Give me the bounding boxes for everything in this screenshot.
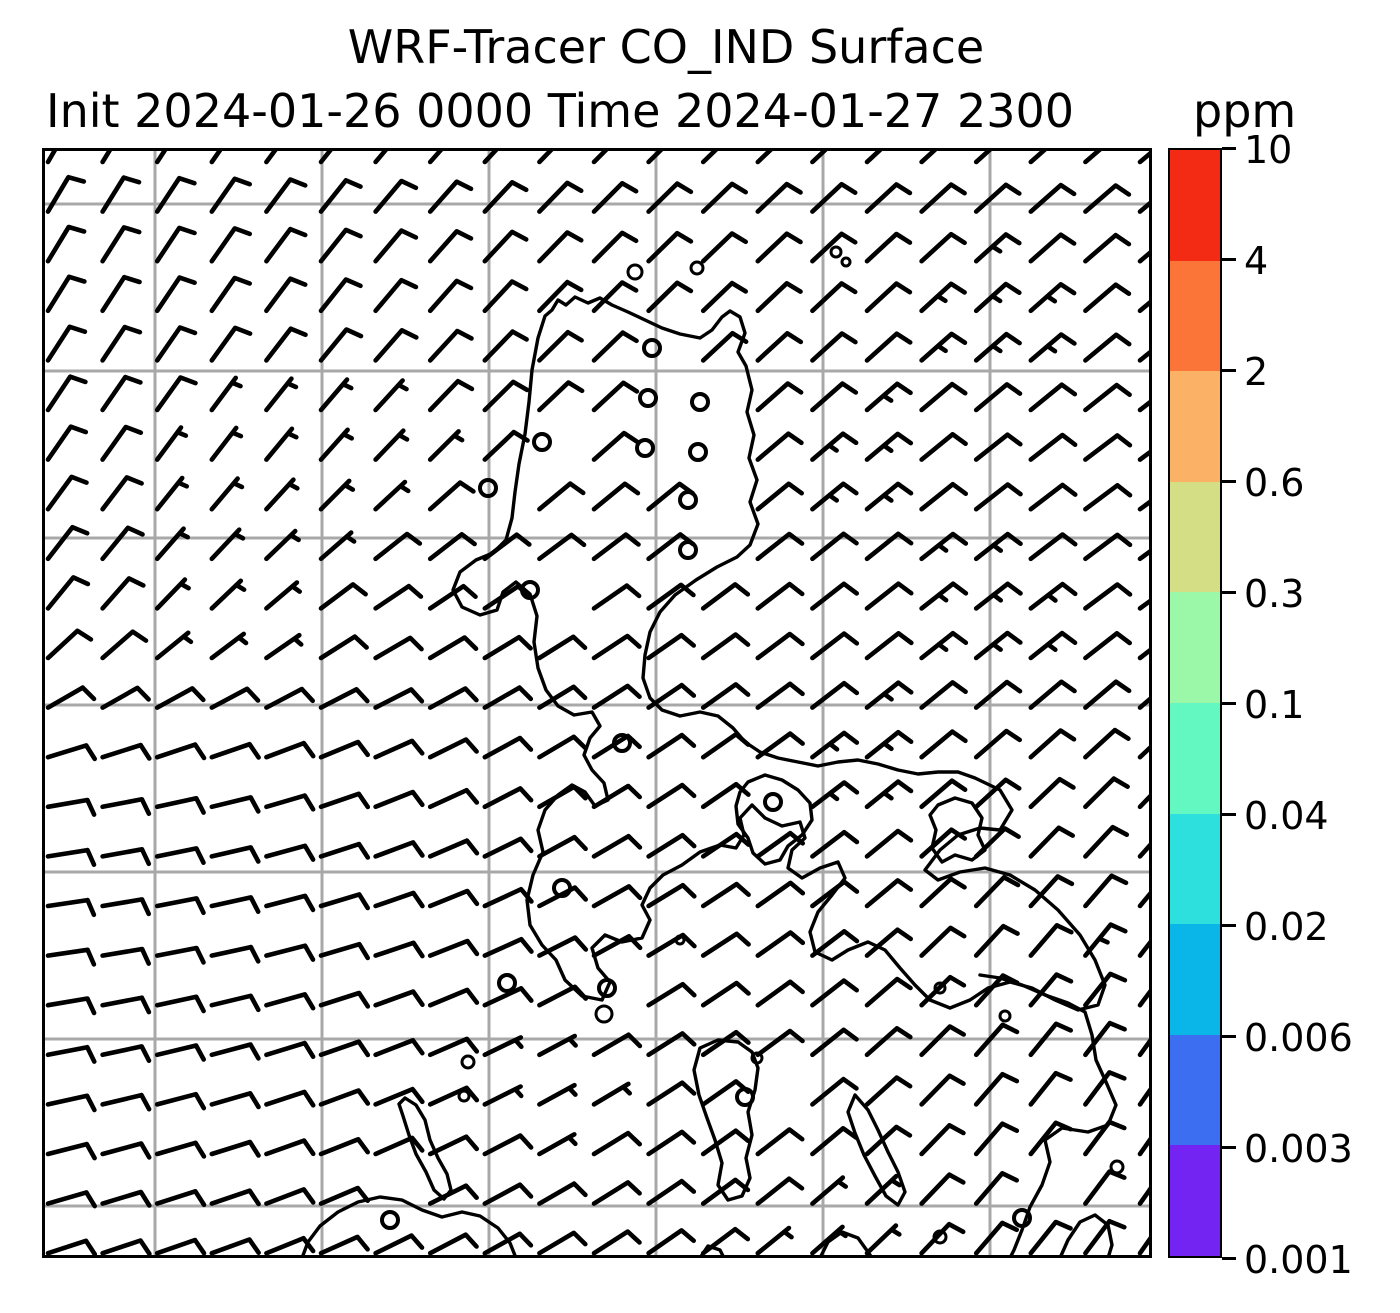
colorbar-unit-label: ppm <box>1193 84 1297 138</box>
colorbar: 10 4 2 0.6 0.3 0.1 0.04 0.02 0.006 0.003 0.001 <box>1168 131 1400 1279</box>
colorbar-segment <box>1170 702 1220 814</box>
colorbar-segment <box>1170 592 1220 703</box>
map-panel <box>42 148 1152 1258</box>
colorbar-tick <box>1222 812 1236 816</box>
colorbar-tick <box>1222 257 1236 261</box>
colorbar-tick-label: 0.006 <box>1244 1016 1353 1060</box>
colorbar-tick-label: 4 <box>1244 239 1269 283</box>
colorbar-tick <box>1222 146 1236 150</box>
colorbar-segment <box>1170 481 1220 593</box>
colorbar-tick-label: 0.003 <box>1244 1127 1353 1171</box>
colorbar-tick-label: 0.6 <box>1244 461 1305 505</box>
colorbar-tick <box>1222 479 1236 483</box>
colorbar-tick <box>1222 701 1236 705</box>
colorbar-tick <box>1222 923 1236 927</box>
colorbar-tick-label: 0.3 <box>1244 572 1305 616</box>
colorbar-segment <box>1170 813 1220 925</box>
colorbar-tick-label: 0.1 <box>1244 683 1305 727</box>
colorbar-tick-label: 2 <box>1244 350 1269 394</box>
colorbar-segment <box>1170 150 1220 261</box>
colorbar-tick-label: 0.001 <box>1244 1238 1353 1282</box>
colorbar-tick <box>1222 1256 1236 1260</box>
colorbar-tick-label: 0.02 <box>1244 905 1329 949</box>
map-plot <box>42 148 1152 1258</box>
colorbar-segment <box>1170 924 1220 1035</box>
map-frame <box>42 148 1152 1258</box>
colorbar-tick <box>1222 368 1236 372</box>
colorbar-tick <box>1222 590 1236 594</box>
chart-subtitle: Init 2024-01-26 0000 Time 2024-01-27 230… <box>46 84 1075 138</box>
colorbar-swatches <box>1168 148 1222 1258</box>
chart-title: WRF-Tracer CO_IND Surface <box>347 20 985 74</box>
colorbar-tick-label: 10 <box>1244 128 1293 172</box>
calm-circles-layer <box>380 338 1032 1230</box>
colorbar-segment <box>1170 1034 1220 1146</box>
colorbar-tick-label: 0.04 <box>1244 794 1329 838</box>
colorbar-segment <box>1170 1145 1220 1256</box>
wind-barbs-layer <box>45 148 1152 1257</box>
colorbar-tick <box>1222 1145 1236 1149</box>
colorbar-segment <box>1170 260 1220 372</box>
colorbar-segment <box>1170 371 1220 482</box>
colorbar-tick <box>1222 1034 1236 1038</box>
